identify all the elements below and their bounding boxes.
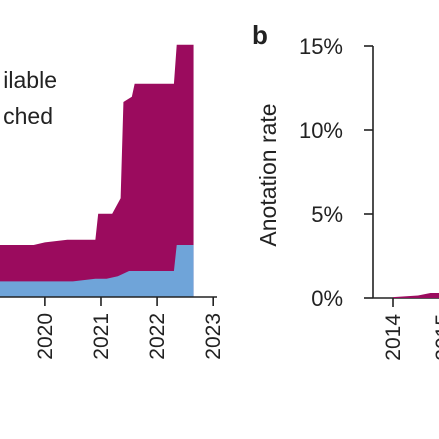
panel-a-x-ticks: 2020 2021 2022 2023 [34, 297, 225, 360]
area-ilable [0, 44, 194, 297]
legend-label-matched: ched [3, 103, 53, 129]
panel-b-y-ticks: 0% 5% 10% 15% [299, 34, 373, 311]
panel-b-y-axis-label: Anotation rate [255, 103, 281, 246]
x-tick-label: 2020 [34, 313, 57, 360]
x-tick-label: 2015 [432, 314, 439, 361]
annotation-rate-area [393, 292, 439, 298]
x-tick-label: 2023 [202, 313, 225, 360]
y-tick-label: 10% [299, 118, 343, 143]
panel-a-area-series [0, 44, 194, 297]
panel-b-annotation-rate-chart: b Anotation rate 0% 5% 10% 15% 2014 2015 [252, 20, 439, 361]
panel-b-label: b [252, 20, 268, 50]
y-tick-label: 0% [311, 286, 343, 311]
panel-b-x-ticks: 2014 2015 [382, 298, 439, 361]
x-tick-label: 2014 [382, 314, 405, 361]
panel-a-stacked-area-chart: 2020 2021 2022 2023 ilable ched [0, 44, 225, 360]
legend-label-available: ilable [3, 67, 57, 93]
area-ched [0, 245, 194, 297]
y-tick-label: 5% [311, 202, 343, 227]
y-tick-label: 15% [299, 34, 343, 59]
x-tick-label: 2022 [146, 313, 169, 360]
panel-b-area-series [393, 292, 439, 298]
x-tick-label: 2021 [90, 313, 113, 360]
